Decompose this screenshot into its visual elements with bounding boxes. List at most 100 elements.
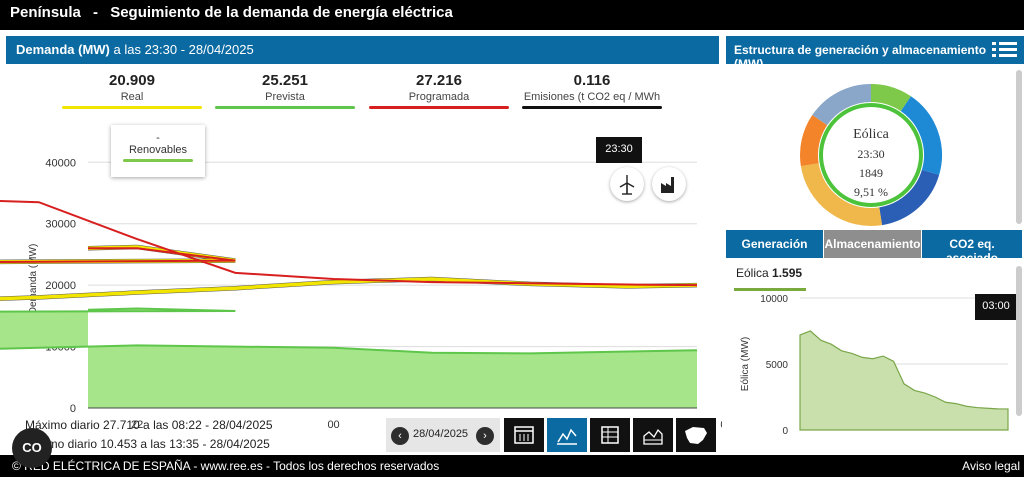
- generation-donut-chart[interactable]: [796, 80, 946, 230]
- metric-color-bar: [62, 106, 202, 109]
- metric-color-bar: [369, 106, 509, 109]
- wind-area: [799, 330, 1009, 431]
- donut-slice: [800, 162, 883, 226]
- y-tick-label: 20000: [45, 280, 76, 292]
- series-color-bar: [734, 288, 806, 291]
- demand-panel-header: Demanda (MW) a las 23:30 - 28/04/2025: [6, 36, 719, 64]
- generation-title: Estructura de generación y almacenamient…: [734, 43, 987, 71]
- donut-center-label: Eólica 23:30 1849 9,51 %: [796, 127, 946, 200]
- donut-slice: [800, 115, 828, 167]
- map-view-button[interactable]: [676, 418, 716, 452]
- factory-filter-button[interactable]: [652, 167, 686, 201]
- metric-value: 20.909: [109, 72, 155, 89]
- generation-panel: Estructura de generación y almacenamient…: [726, 30, 1024, 455]
- wind-chart[interactable]: 0 5000 10000 Eólica (MW): [726, 288, 1016, 438]
- next-day-button[interactable]: ›: [476, 427, 494, 445]
- donut-inner-ring: [819, 103, 923, 207]
- metric-prevista[interactable]: 25.251 Prevista: [215, 72, 355, 109]
- y-tick-label: 0: [70, 403, 76, 415]
- copyright-text: © RED ELÉCTRICA DE ESPAÑA - www.ree.es -…: [12, 459, 440, 473]
- max-daily-text: Máximo diario 27.710 a las 08:22 - 28/04…: [25, 418, 273, 432]
- wind-time-badge: 03:00: [975, 294, 1017, 320]
- table-view-button[interactable]: [590, 418, 630, 452]
- donut-slice: [900, 96, 942, 175]
- y-tick-label: 30000: [45, 219, 76, 231]
- table-icon: [601, 426, 619, 444]
- metric-real[interactable]: 20.909 Real: [62, 72, 202, 109]
- renovables-tooltip: - Renovables: [111, 125, 205, 177]
- cookie-settings-button[interactable]: CO: [12, 428, 52, 468]
- donut-center: [824, 108, 918, 202]
- demand-panel: Demanda (MW) a las 23:30 - 28/04/2025 20…: [0, 30, 722, 455]
- metric-label: Programada: [408, 91, 470, 103]
- calendar-icon: [514, 426, 534, 444]
- y-tick-label: 0: [782, 426, 788, 437]
- metric-color-bar: [215, 106, 355, 109]
- metric-value: 0.116: [573, 72, 611, 89]
- series-value: 1.595: [772, 266, 803, 280]
- metric-label: Emisiones (t CO2 eq / MWh: [523, 91, 661, 103]
- list-menu-icon[interactable]: [992, 40, 1018, 60]
- metric-color-bar: [522, 106, 662, 109]
- donut-slice: [870, 84, 911, 112]
- series-line-programada: [0, 199, 698, 287]
- donut-pct: 9,51 %: [854, 185, 888, 199]
- y-tick-label: 10000: [760, 294, 788, 305]
- line-chart-view-button[interactable]: [547, 418, 587, 452]
- top-scrollbar[interactable]: [1016, 70, 1022, 224]
- tab-almacenamiento[interactable]: Almacenamiento: [824, 230, 921, 258]
- region-title: Península: [10, 4, 81, 21]
- donut-time: 23:30: [857, 147, 885, 161]
- footer: © RED ELÉCTRICA DE ESPAÑA - www.ree.es -…: [0, 455, 1024, 477]
- demand-title: Demanda (MW): [16, 42, 110, 57]
- area-chart-view-button[interactable]: [633, 418, 673, 452]
- area-chart-icon: [643, 428, 663, 445]
- date-picker[interactable]: ‹ 28/04/2025 ›: [386, 418, 500, 452]
- prevista-area: [0, 308, 697, 408]
- factory-icon: [661, 177, 674, 193]
- tab-generacion[interactable]: Generación: [726, 230, 823, 258]
- metric-emisiones[interactable]: 0.116 Emisiones (t CO2 eq / MWh: [522, 72, 662, 109]
- generation-tabs: Generación Almacenamiento CO2 eq. asocia…: [726, 230, 1022, 265]
- y-axis-label: Eólica (MW): [740, 337, 751, 391]
- donut-slice: [812, 84, 872, 126]
- calendar-view-button[interactable]: [504, 418, 544, 452]
- series-line-prevista: [0, 307, 698, 355]
- time-badge: 23:30: [596, 137, 642, 163]
- metric-value: 25.251: [262, 72, 308, 89]
- series-line-real: [0, 245, 698, 301]
- min-daily-text: Mínimo diario 10.453 a las 13:35 - 28/04…: [25, 437, 270, 451]
- chart-line-icon: [557, 428, 577, 445]
- wind-filter-button[interactable]: [610, 167, 644, 201]
- wind-turbine-icon: [619, 175, 635, 195]
- y-axis-label: Demanda (MW): [28, 244, 39, 315]
- y-tick-label: 5000: [766, 360, 789, 371]
- metric-label: Prevista: [265, 91, 305, 103]
- top-bar: Península - Seguimiento de la demanda de…: [0, 0, 1024, 30]
- metric-value: 27.216: [416, 72, 462, 89]
- metric-programada[interactable]: 27.216 Programada: [369, 72, 509, 109]
- series-label: Eólica: [736, 266, 769, 280]
- title-separator: -: [93, 4, 99, 21]
- series-header: Eólica 1.595: [736, 266, 802, 280]
- donut-value: 1849: [859, 166, 883, 180]
- bottom-scrollbar[interactable]: [1016, 266, 1022, 416]
- prev-day-button[interactable]: ‹: [391, 427, 409, 445]
- demand-timestamp: a las 23:30 - 28/04/2025: [109, 42, 254, 57]
- x-tick-label: 22: [131, 419, 143, 431]
- tooltip-dash: -: [156, 132, 160, 144]
- x-tick-label: 00: [327, 419, 339, 431]
- tooltip-label: Renovables: [128, 144, 188, 156]
- generation-panel-header: Estructura de generación y almacenamient…: [726, 36, 1024, 71]
- spain-map-icon: [685, 427, 707, 444]
- tab-co2[interactable]: CO2 eq. asociado: [922, 230, 1022, 265]
- donut-slice: [878, 169, 940, 226]
- legal-link[interactable]: Aviso legal: [962, 459, 1020, 473]
- metric-label: Real: [120, 91, 144, 103]
- real-line-shadow: [0, 244, 698, 301]
- tooltip-color-bar: [123, 159, 193, 162]
- x-tick-label: 04: [720, 419, 722, 431]
- page-title: Seguimiento de la demanda de energía elé…: [110, 4, 453, 21]
